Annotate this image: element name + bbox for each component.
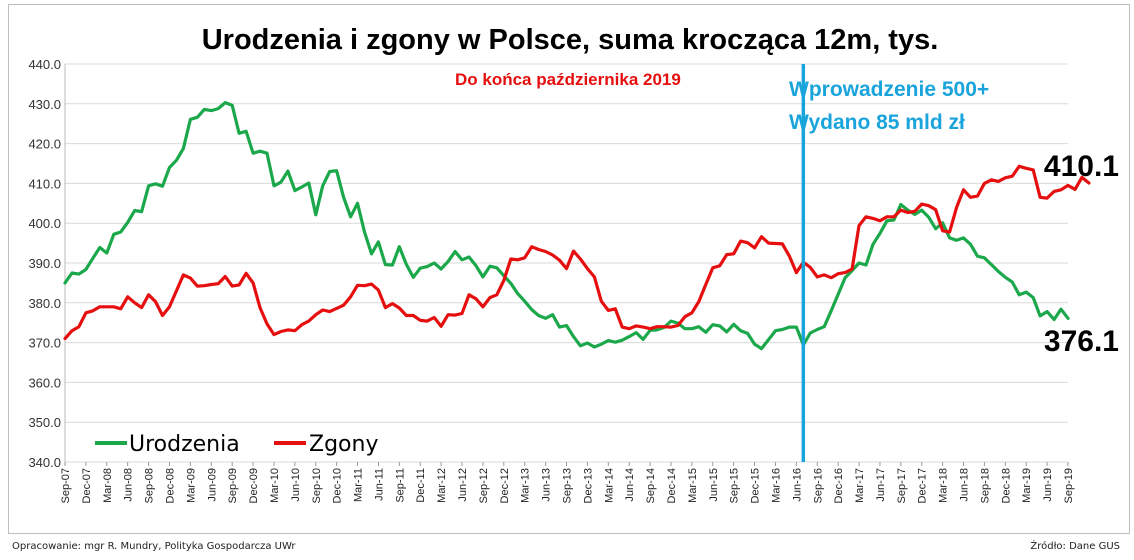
y-tick-label: 380.0: [28, 296, 61, 311]
series-line-urodzenia: [63, 100, 1070, 351]
y-tick-label: 410.0: [28, 176, 61, 191]
x-tick-label: Mar-14: [603, 468, 615, 503]
x-tick-label: Mar-17: [854, 468, 866, 503]
x-tick-label: Mar-13: [520, 468, 532, 503]
x-tick-label: Dec-08: [164, 468, 176, 503]
x-tick-label: Dec-09: [248, 468, 260, 503]
x-tick-label: Sep-12: [478, 468, 490, 503]
x-tick-label: Dec-17: [917, 468, 929, 503]
x-tick-label: Sep-08: [144, 468, 156, 503]
x-tick-label: Dec-11: [415, 468, 427, 503]
y-tick-label: 370.0: [28, 336, 61, 351]
x-tick-label: Jun-12: [457, 468, 469, 502]
series-line-zgony: [63, 164, 1091, 341]
last-value-zgony: 410.1: [1044, 150, 1119, 183]
last-value-urodzenia: 376.1: [1044, 325, 1119, 358]
x-tick-label: Mar-11: [353, 468, 365, 502]
grid-lines: [64, 63, 1068, 463]
x-tick-label: Sep-13: [562, 468, 574, 503]
x-tick-label: Mar-18: [938, 468, 950, 503]
x-tick-label: Sep-19: [1063, 468, 1075, 503]
x-tick-label: Mar-12: [436, 468, 448, 503]
y-tick-label: 390.0: [28, 256, 61, 271]
y-tick-label: 430.0: [28, 97, 61, 112]
x-tick-label: Dec-15: [750, 468, 762, 503]
x-tick-label: Sep-14: [645, 468, 657, 503]
x-tick-label: Mar-19: [1021, 468, 1033, 503]
x-tick-label: Sep-18: [979, 468, 991, 503]
x-tick-label: Jun-11: [373, 468, 385, 501]
footer-source: Źródło: Dane GUS: [1030, 541, 1120, 552]
x-tick-label: Mar-10: [269, 468, 281, 503]
x-tick-label: Sep-10: [311, 468, 323, 503]
x-axis-tick-labels: Sep-07 Dec-07 Mar-08 Jun-08 Sep-08 Dec-08 Mar-…: [60, 462, 1075, 503]
x-tick-label: Mar-16: [770, 468, 782, 503]
x-tick-label: Sep-11: [394, 468, 406, 503]
x-tick-label: Jun-16: [791, 468, 803, 502]
x-tick-label: Dec-13: [582, 468, 594, 503]
x-tick-label: Mar-15: [687, 468, 699, 503]
x-tick-label: Dec-18: [1000, 468, 1012, 503]
x-tick-label: Sep-09: [227, 468, 239, 503]
x-tick-label: Dec-14: [666, 468, 678, 503]
x-tick-label: Sep-17: [896, 468, 908, 503]
x-tick-label: Jun-13: [541, 468, 553, 502]
vline-label-1: Wprowadzenie 500+: [789, 78, 989, 101]
y-tick-label: 350.0: [28, 415, 61, 430]
footer-credit: Opracowanie: mgr R. Mundry, Polityka Gos…: [12, 541, 296, 552]
x-tick-label: Dec-10: [332, 468, 344, 503]
x-tick-label: Jun-18: [959, 468, 971, 502]
chart-frame: Urodzenia i zgony w Polsce, suma krocząc…: [8, 4, 1130, 534]
x-tick-label: Sep-15: [729, 468, 741, 503]
x-tick-label: Dec-12: [499, 468, 511, 503]
chart-subtitle: Do końca października 2019: [455, 70, 681, 89]
legend: Urodzenia Zgony: [95, 432, 378, 457]
y-tick-label: 440.0: [28, 57, 61, 72]
x-tick-label: Jun-19: [1042, 468, 1054, 502]
y-tick-label: 360.0: [28, 375, 61, 390]
x-tick-label: Mar-09: [185, 468, 197, 503]
x-tick-label: Dec-07: [81, 468, 93, 503]
legend-label-zgony: Zgony: [309, 432, 378, 457]
y-tick-label: 340.0: [28, 455, 61, 470]
x-tick-label: Jun-08: [123, 468, 135, 502]
y-tick-label: 400.0: [28, 216, 61, 231]
x-tick-label: Sep-16: [812, 468, 824, 503]
vline-label-2: Wydano 85 mld zł: [789, 111, 965, 134]
x-tick-label: Jun-14: [624, 468, 636, 502]
y-tick-label: 420.0: [28, 137, 61, 152]
x-tick-label: Jun-09: [206, 468, 218, 502]
x-tick-label: Dec-16: [833, 468, 845, 503]
x-tick-label: Jun-15: [708, 468, 720, 502]
legend-label-urodzenia: Urodzenia: [129, 432, 240, 457]
chart-title: Urodzenia i zgony w Polsce, suma krocząc…: [202, 24, 939, 56]
series-layer: [63, 100, 1091, 351]
x-tick-label: Sep-07: [60, 468, 72, 503]
x-tick-label: Jun-10: [290, 468, 302, 502]
x-tick-label: Mar-08: [102, 468, 114, 503]
y-axis-tick-labels: 340.0 350.0 360.0 370.0 380.0 390.0 400.0 410.0…: [28, 57, 61, 470]
chart-svg: Urodzenia i zgony w Polsce, suma krocząc…: [28, 24, 1119, 503]
x-tick-label: Jun-17: [875, 468, 887, 502]
